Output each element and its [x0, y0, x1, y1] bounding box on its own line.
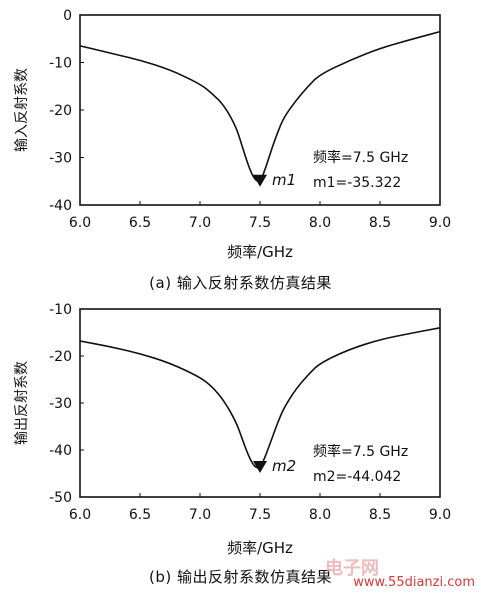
- watermark-logo: 电子网: [325, 558, 379, 579]
- panel-a-x-tick-label: 9.0: [429, 215, 451, 231]
- panel-a-y-tick-label: -40: [49, 198, 72, 214]
- panel-b-x-axis-label: 频率/GHz: [227, 539, 293, 557]
- panel-b-x-tick-label: 7.5: [249, 507, 271, 523]
- panel-b-y-tick-label: -20: [49, 349, 72, 365]
- panel-a-x-tick-label: 6.5: [129, 215, 151, 231]
- caption-a: (a) 输入反射系数仿真结果: [149, 274, 332, 292]
- panel-a-y-axis-label: 输入反射系数: [14, 68, 30, 152]
- panel-b-marker-value-text: m2=-44.042: [313, 469, 401, 485]
- panel-a-y-tick-label: 0: [63, 8, 72, 24]
- panel-a-x-axis-label: 频率/GHz: [227, 243, 293, 261]
- panel-b-marker-label: m2: [272, 457, 296, 475]
- panel-b-y-tick-label: -40: [49, 443, 72, 459]
- panel-b-x-tick-label: 8.5: [369, 507, 391, 523]
- panel-b-x-tick-label: 6.0: [69, 507, 91, 523]
- panel-a-marker-value-text: m1=-35.322: [313, 175, 401, 191]
- panel-a-x-tick-label: 8.0: [309, 215, 331, 231]
- panel-b-y-tick-label: -30: [49, 396, 72, 412]
- watermark: 电子网 www.55dianzi.com: [325, 554, 475, 590]
- panel-a-marker-freq-text: 频率=7.5 GHz: [313, 149, 408, 166]
- panel-b-x-tick-label: 9.0: [429, 507, 451, 523]
- panel-a-y-tick-label: -20: [49, 103, 72, 119]
- caption-b: (b) 输出反射系数仿真结果: [149, 568, 332, 586]
- panel-b-y-axis-label: 输出反射系数: [14, 361, 30, 445]
- panel-a-x-tick-label: 8.5: [369, 215, 391, 231]
- panel-a-x-tick-label: 7.5: [249, 215, 271, 231]
- panel-b-y-tick-label: -50: [49, 490, 72, 506]
- panel-a-y-tick-label: -30: [49, 151, 72, 167]
- panel-a-x-tick-label: 6.0: [69, 215, 91, 231]
- panel-b-marker-freq-text: 频率=7.5 GHz: [313, 443, 408, 460]
- panel-a-y-tick-label: -10: [49, 56, 72, 72]
- panel-b-y-tick-label: -10: [49, 302, 72, 318]
- panel-b-x-tick-label: 8.0: [309, 507, 331, 523]
- watermark-url: www.55dianzi.com: [353, 575, 475, 590]
- panel-b-x-tick-label: 6.5: [129, 507, 151, 523]
- panel-b-x-tick-label: 7.0: [189, 507, 211, 523]
- panel-a-x-tick-label: 7.0: [189, 215, 211, 231]
- panel-b-marker-m2: [253, 460, 267, 473]
- panel-a-marker-m1: [253, 174, 267, 187]
- panel-a-marker-label: m1: [272, 171, 296, 189]
